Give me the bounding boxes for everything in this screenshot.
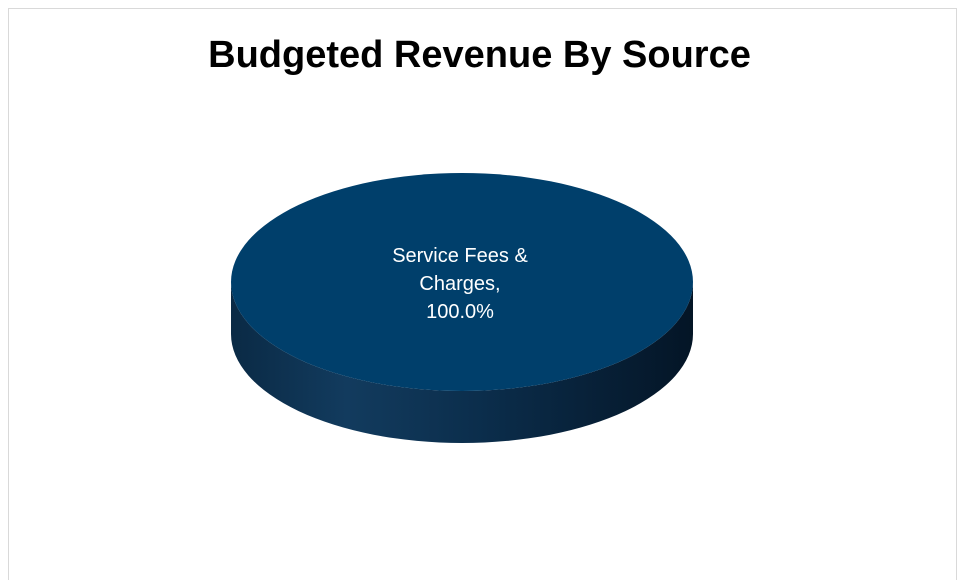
chart-title: Budgeted Revenue By Source	[208, 34, 751, 76]
pie-slice-side	[231, 282, 693, 443]
slice-data-label: Service Fees & Charges, 100.0%	[392, 245, 528, 323]
pie-slice	[231, 173, 693, 391]
